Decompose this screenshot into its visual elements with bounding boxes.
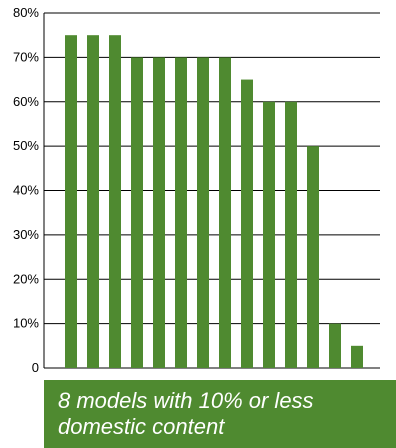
bar-7 (197, 57, 209, 368)
bar-6 (175, 57, 187, 368)
caption-box: 8 models with 10% or less domestic conte… (44, 380, 396, 448)
bar-chart: 0 10% 20% 30% 40% 50% 60% 70% 80% (13, 5, 380, 375)
bar-4 (131, 57, 143, 368)
y-tick-label: 0 (32, 360, 39, 375)
y-tick-label: 40% (13, 183, 39, 198)
bar-11 (285, 101, 297, 368)
y-tick-label: 60% (13, 94, 39, 109)
bar-10 (263, 101, 275, 368)
caption-text: 8 models with 10% or less domestic conte… (58, 388, 314, 439)
bar-1 (65, 35, 77, 368)
bar-14 (351, 345, 363, 368)
y-tick-label: 70% (13, 49, 39, 64)
y-tick-label: 80% (13, 5, 39, 20)
bar-9 (241, 79, 253, 368)
bar-12 (307, 146, 319, 368)
y-tick-label: 10% (13, 316, 39, 331)
bar-3 (109, 35, 121, 368)
bar-8 (219, 57, 231, 368)
y-tick-label: 50% (13, 138, 39, 153)
bar-13 (329, 323, 341, 368)
bar-5 (153, 57, 165, 368)
y-tick-label: 20% (13, 271, 39, 286)
bar-2 (87, 35, 99, 368)
y-tick-label: 30% (13, 227, 39, 242)
